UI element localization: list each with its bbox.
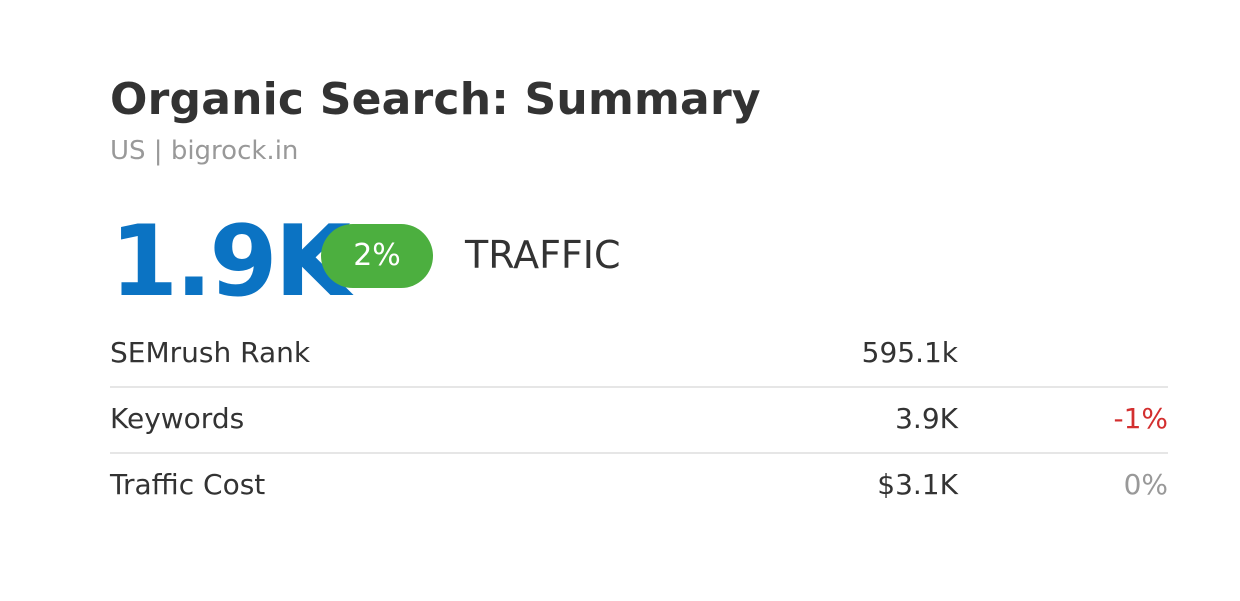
- metric-name: Keywords: [110, 402, 245, 435]
- metric-value: 3.9K: [895, 402, 958, 435]
- metric-value: 595.1k: [861, 336, 958, 369]
- metric-name: SEMrush Rank: [110, 336, 311, 369]
- metric-value: $3.1K: [877, 468, 958, 501]
- table-row: Keywords 3.9K -1%: [110, 386, 1168, 454]
- traffic-value: 1.9K: [110, 205, 351, 319]
- table-row: Traffic Cost $3.1K 0%: [110, 452, 1168, 518]
- subtitle: US | bigrock.in: [110, 136, 299, 166]
- metric-change: 0%: [1123, 468, 1168, 501]
- metric-name: Traffic Cost: [110, 468, 266, 501]
- title: Organic Search: Summary: [110, 74, 761, 125]
- traffic-label: TRAFFIC: [465, 233, 621, 277]
- metric-change: -1%: [1113, 402, 1168, 435]
- traffic-change: 2%: [321, 224, 433, 288]
- table-row: SEMrush Rank 595.1k: [110, 320, 1168, 388]
